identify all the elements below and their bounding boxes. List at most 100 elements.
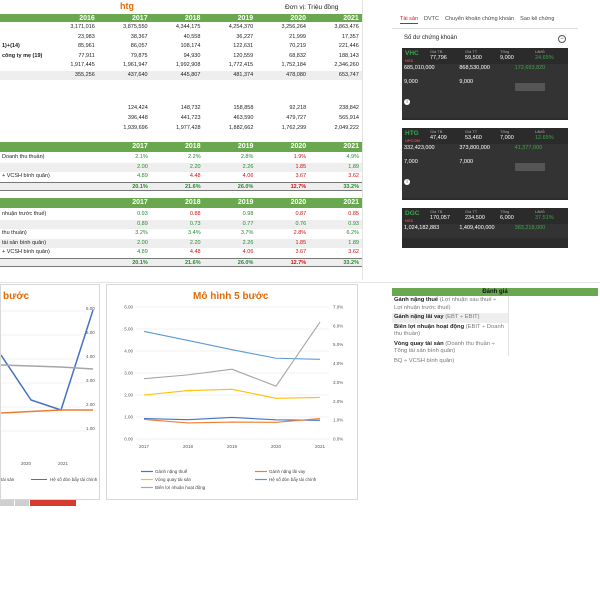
ratio-cell[interactable]: 0.88 (189, 211, 201, 217)
company-cell[interactable]: htg (120, 1, 134, 11)
card-qty-row[interactable]: 9,000 9,000 (402, 78, 568, 98)
value-cell[interactable]: 441,723 (180, 115, 201, 121)
ratio-cell[interactable]: 0.73 (189, 220, 201, 227)
ratio-row[interactable]: 2.00 2.20 2.26 1.85 1.89 (0, 162, 362, 172)
ratio-cell[interactable]: 26.0% (237, 183, 254, 190)
card-action-row[interactable]: i (402, 98, 568, 118)
ratio-cell[interactable]: 33.2% (343, 183, 359, 190)
value-cell[interactable]: 77,911 (78, 52, 95, 59)
table-row[interactable]: công ty mẹ (19) 77,911 79,875 94,930 120,559… (0, 52, 362, 61)
ratio-cell[interactable]: 3.67 (295, 249, 307, 255)
tab-dvtc[interactable]: DVTC (424, 16, 440, 22)
sheet-tab-active[interactable] (30, 500, 76, 506)
spreadsheet[interactable]: htg Đơn vị: Triệu đồng 2016 2017 2018 2019 2… (0, 0, 362, 280)
value-cell[interactable]: 68,832 (289, 52, 306, 59)
table-row[interactable]: 1)+(14) 85,961 86,057 108,174 122,631 70,219 2… (0, 42, 362, 51)
ratio-cell[interactable]: 4.06 (242, 249, 254, 255)
sheet-tab[interactable] (0, 500, 14, 506)
value-cell[interactable]: 396,448 (127, 115, 148, 121)
value-cell[interactable]: 120,559 (233, 52, 254, 59)
ratio-cell[interactable]: 4.9% (346, 154, 359, 160)
info-icon[interactable]: i (404, 99, 410, 105)
ratio-cell[interactable]: 4.48 (189, 173, 201, 179)
ratio-cell[interactable]: 2.00 (137, 163, 148, 170)
sheet-tab[interactable] (15, 500, 29, 506)
ratio-cell[interactable]: 12.7% (290, 259, 307, 266)
value-cell[interactable]: 1,882,662 (228, 125, 254, 131)
ratio-cell[interactable]: 2.26 (242, 239, 254, 246)
stock-card[interactable]: HTG UPCOM Giá TB 47,409 Giá TT 53,460 Tổng 7,00… (402, 128, 568, 200)
ratio-cell[interactable]: 0.85 (348, 211, 359, 217)
chart-left[interactable]: bước 2020 2021 tài sản Hệ số đòn bẩy tài… (0, 284, 100, 500)
ratio-row[interactable]: tài sản bình quân) 2.00 2.20 2.26 1.85 1.89 (0, 238, 362, 248)
value-cell[interactable]: 86,057 (130, 43, 148, 49)
value-cell[interactable]: 437,640 (127, 71, 148, 78)
value-cell[interactable]: 3,256,264 (281, 24, 306, 30)
value-cell[interactable]: 3,863,476 (334, 24, 359, 30)
tab-transfer[interactable]: Chuyển khoản chứng khoán (445, 16, 515, 22)
ratio-cell[interactable]: 2.1% (135, 154, 148, 160)
value-cell[interactable]: 3,171,016 (70, 24, 95, 30)
qty-field[interactable]: 7,000 (404, 159, 418, 165)
tab-statement[interactable]: Sao kê chứng (520, 16, 555, 22)
table-row[interactable]: 3,171,016 3,875,550 4,344,175 4,254,370 3,25… (0, 23, 362, 32)
ratio-cell[interactable]: 1.89 (348, 239, 359, 246)
value-cell[interactable]: 124,424 (127, 105, 148, 111)
card-qty-row[interactable]: 7,000 7,000 (402, 158, 568, 178)
ratio-cell[interactable]: 1.89 (348, 163, 359, 170)
value-cell[interactable]: 4,254,370 (228, 24, 254, 30)
value-cell[interactable]: 2,346,260 (334, 62, 359, 68)
ratio-cell[interactable]: 0.87 (295, 211, 307, 217)
ratio-cell[interactable]: 20.1% (132, 183, 148, 190)
ratio-row[interactable]: 20.1% 21.6% 26.0% 12.7% 33.2% (0, 257, 362, 267)
stock-card[interactable]: VHC HSX Giá TB 77,796 Giá TT 59,500 Tổng 9,000 L… (402, 48, 568, 120)
ratio-row[interactable]: thu thuần) 3.2% 3.4% 3.7% 2.8% 6.2% (0, 229, 362, 238)
value-cell[interactable]: 479,727 (286, 115, 307, 121)
ratio-cell[interactable]: 21.6% (184, 259, 201, 266)
value-cell[interactable]: 481,374 (233, 71, 254, 78)
value-cell[interactable]: 4,344,175 (175, 24, 201, 30)
ratio-cell[interactable]: 2.26 (242, 163, 254, 170)
ratio-cell[interactable]: 2.8% (293, 230, 307, 236)
value-cell[interactable]: 2,049,222 (334, 125, 359, 131)
ratio-cell[interactable]: 3.4% (188, 230, 201, 236)
ratio-cell[interactable]: 33.2% (343, 259, 359, 266)
value-cell[interactable]: 238,842 (339, 105, 359, 111)
ratio-cell[interactable]: 4.89 (137, 173, 148, 179)
value-cell[interactable]: 85,961 (77, 43, 95, 49)
value-cell[interactable]: 158,858 (233, 105, 254, 111)
value-cell[interactable]: 1,752,184 (281, 62, 306, 68)
ratio-cell[interactable]: 4.89 (137, 249, 148, 255)
ratio-cell[interactable]: 0.89 (137, 220, 148, 227)
value-cell[interactable]: 3,875,550 (123, 24, 148, 30)
value-cell[interactable]: 122,631 (233, 43, 254, 49)
value-cell[interactable]: 445,807 (180, 71, 201, 78)
ratio-cell[interactable]: 6.2% (346, 230, 359, 236)
ratio-cell[interactable]: 20.1% (132, 259, 148, 266)
value-cell[interactable]: 38,367 (130, 33, 148, 40)
ratio-cell[interactable]: 0.93 (137, 211, 148, 217)
value-cell[interactable]: 188,143 (338, 52, 359, 59)
qty-field[interactable]: 7,000 (459, 159, 474, 165)
info-icon[interactable]: i (404, 179, 410, 185)
ratio-cell[interactable]: 0.93 (348, 220, 359, 227)
value-cell[interactable]: 478,080 (286, 71, 306, 78)
value-cell[interactable]: 94,930 (183, 52, 201, 59)
value-cell[interactable]: 1,762,299 (281, 125, 307, 131)
ratio-cell[interactable]: 1.9% (293, 154, 307, 160)
ratio-cell[interactable]: 3.2% (135, 230, 148, 236)
value-cell[interactable]: 23,983 (77, 33, 95, 40)
ratio-cell[interactable]: 4.06 (242, 173, 254, 179)
value-cell[interactable]: 40,558 (183, 33, 201, 40)
qty-field[interactable]: 9,000 (404, 79, 418, 85)
ratio-row[interactable]: + VCSH bình quân) 4.89 4.48 4.06 3.67 3.62 (0, 172, 362, 181)
value-cell[interactable]: 70,219 (289, 43, 306, 49)
input-box[interactable] (514, 163, 545, 171)
value-cell[interactable]: 1,977,428 (176, 125, 201, 131)
ratio-cell[interactable]: 0.98 (242, 211, 254, 217)
ratio-row[interactable]: + VCSH bình quân) 4.89 4.48 4.06 3.67 3.62 (0, 248, 362, 257)
ratio-cell[interactable]: 3.62 (348, 249, 359, 255)
table-row[interactable]: 23,983 38,367 40,558 36,227 21,999 17,357 (0, 33, 362, 42)
ratio-cell[interactable]: 3.67 (295, 173, 307, 179)
value-cell[interactable]: 108,174 (180, 43, 201, 49)
